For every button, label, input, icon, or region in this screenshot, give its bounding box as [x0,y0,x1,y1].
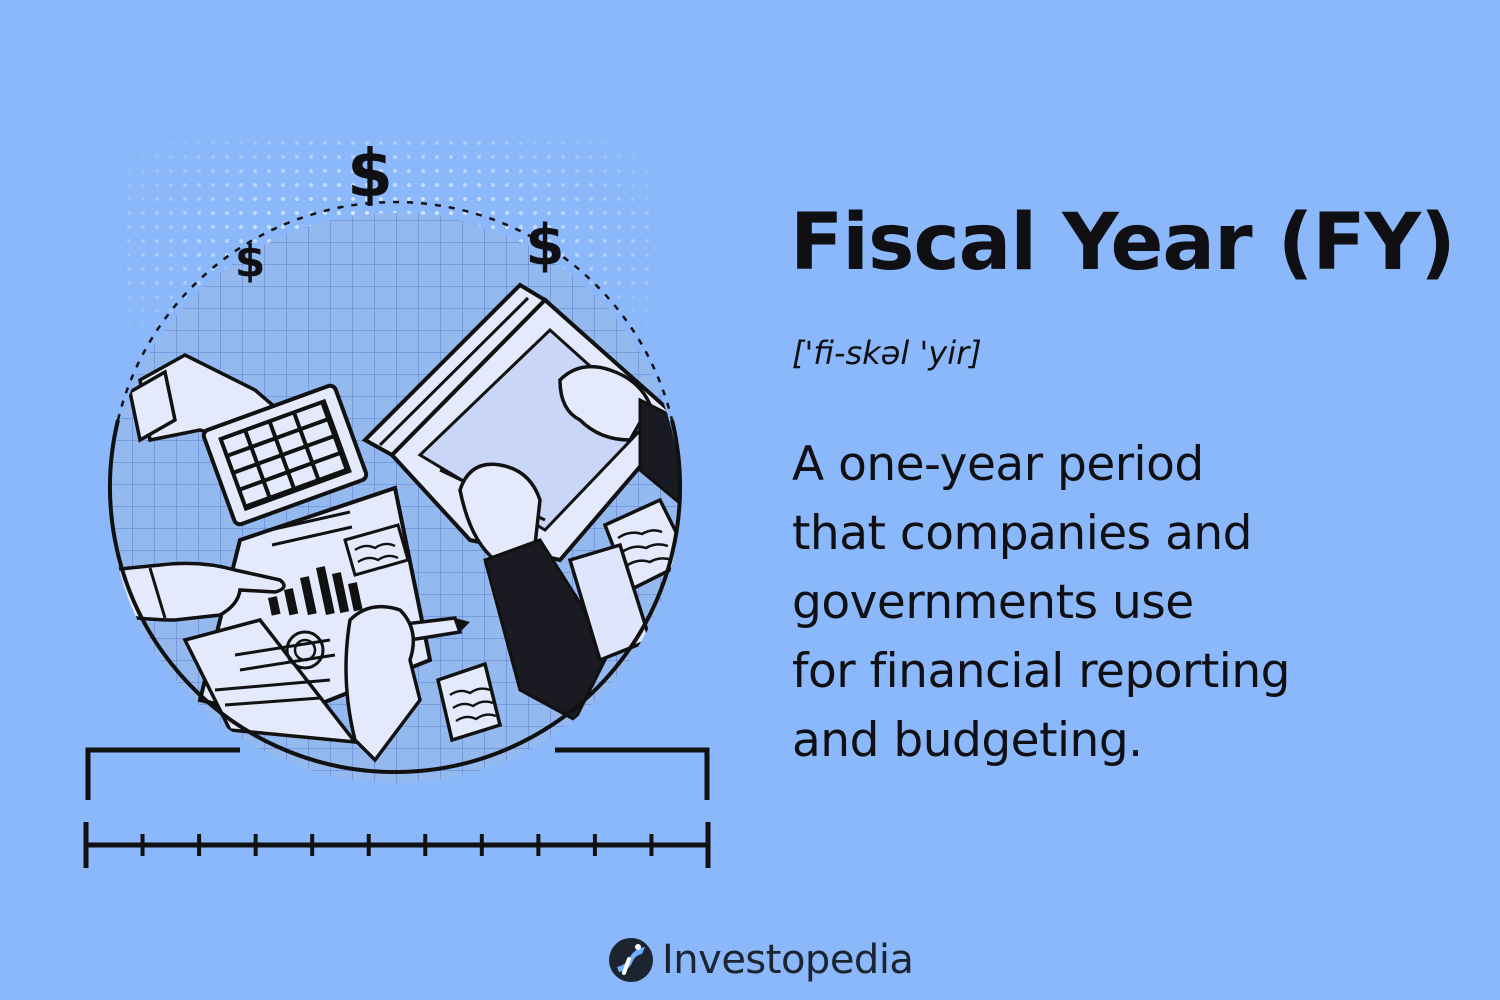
definition-line: for financial reporting [792,644,1290,699]
calculator-icon [128,353,369,527]
pronunciation: ['fi-skəl 'yir] [792,334,982,372]
term-title: Fiscal Year (FY) [790,198,1456,288]
pen-icon [344,604,470,763]
year-bracket [85,747,710,800]
dollar-sign-large: $ [347,135,393,212]
circle-top-arc [116,200,674,421]
pointing-hand [110,561,286,622]
sleeve [483,538,612,723]
definition-text: A one-year period that companies and gov… [792,430,1452,775]
laptop-icon [361,282,680,563]
fiscal-illustration: $ $ $ [83,135,711,868]
dollar-sign-right: $ [526,213,565,278]
investopedia-logo-icon [609,938,653,982]
definition-line: A one-year period [792,437,1204,492]
brand-logo[interactable]: Investopedia [608,932,914,988]
circle-outline [108,419,682,775]
magnifier-icon [285,630,325,670]
definition-line: governments use [792,575,1194,630]
definition-line: and budgeting. [792,713,1143,768]
dollar-sign-left: $ [235,236,266,287]
definition-line: that companies and [792,506,1253,561]
sticky-note [435,661,503,743]
bar-chart-icon [268,566,363,616]
dollar-signs: $ $ $ [235,135,565,287]
brand-name: Investopedia [662,937,914,983]
timeline-icon [83,822,711,868]
illustration-circle [108,200,682,783]
